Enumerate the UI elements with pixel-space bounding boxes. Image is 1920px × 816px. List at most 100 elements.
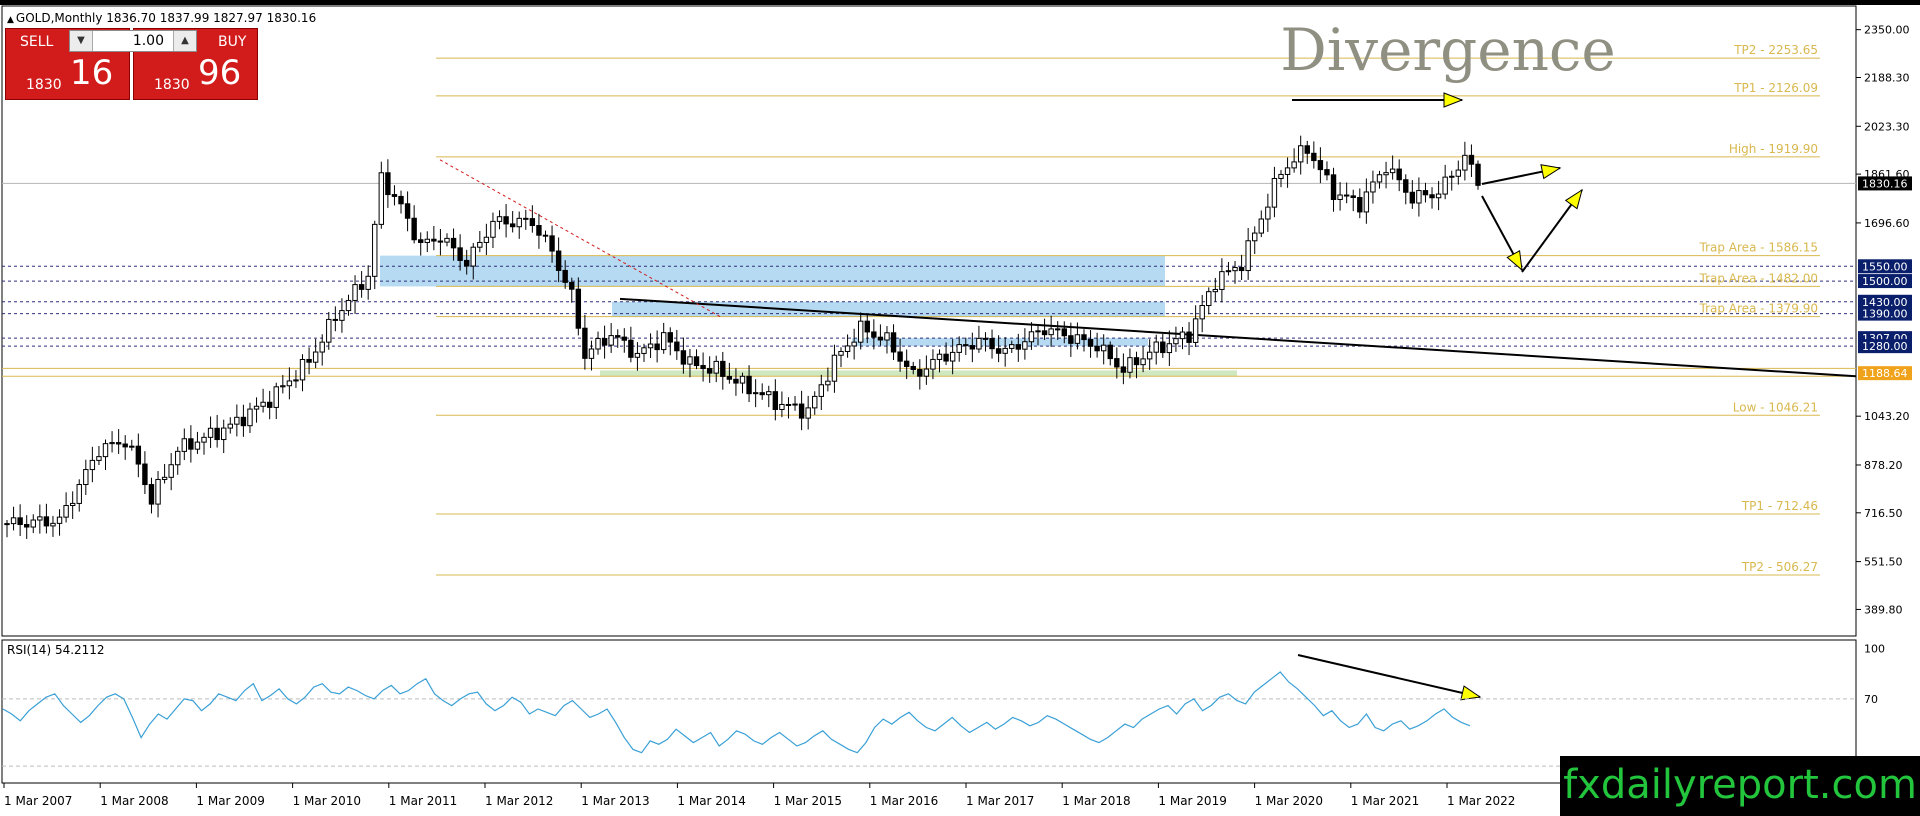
candle-bear	[1107, 344, 1113, 360]
candle-bear	[503, 216, 509, 225]
fib-level-label: TP2 - 2253.65	[1733, 43, 1818, 57]
candle-bear	[542, 234, 549, 237]
dashed-level-tag	[1858, 306, 1912, 321]
candle-bull	[1258, 218, 1264, 234]
candle-bull	[253, 405, 260, 410]
rsi-divergence-arrow	[1297, 654, 1481, 698]
buy-button[interactable]: BUY 1830 96	[133, 28, 258, 100]
candle-bull	[634, 352, 641, 358]
candle-bull	[1383, 172, 1389, 176]
candle-bull	[1455, 169, 1461, 177]
candle-bear	[555, 250, 562, 271]
candle-bull	[470, 246, 476, 267]
candle-bear	[910, 365, 916, 371]
candle-bull	[1212, 288, 1219, 293]
candle-bear	[720, 360, 726, 377]
dashed-level-tag	[1858, 294, 1912, 309]
candle-bull	[69, 502, 76, 507]
candle-bear	[601, 338, 608, 346]
current-price-tag	[1858, 176, 1912, 191]
candle-bull	[175, 450, 181, 466]
candle-bear	[266, 401, 273, 408]
time-tick-label: 1 Mar 2014	[677, 794, 745, 808]
candle-bull	[779, 403, 785, 410]
rsi-divergence-arrow-head-icon	[1460, 685, 1482, 701]
candle-bull	[1219, 271, 1225, 290]
candle-bull	[752, 392, 759, 395]
support-price-tag-label: 1188.64	[1862, 367, 1908, 380]
candle-bull	[687, 356, 693, 365]
candle-bull	[1370, 181, 1376, 193]
candle-bull	[1146, 351, 1153, 360]
candle-bull	[1153, 341, 1159, 353]
fib-level-label: Trap Area - 1586.15	[1699, 241, 1818, 255]
candle-bull	[372, 223, 378, 277]
fib-level-label: TP1 - 2126.09	[1733, 81, 1818, 95]
candle-bull	[1140, 358, 1146, 366]
sell-button[interactable]: SELL 1830 16	[5, 28, 130, 100]
candle-bear	[667, 332, 673, 343]
candle-bull	[345, 299, 352, 312]
trend-layer	[439, 159, 1857, 378]
candle-bear	[1422, 190, 1429, 196]
candle-bull	[831, 354, 838, 382]
dashed-level-tag	[1858, 339, 1912, 354]
candle-bull	[1035, 330, 1041, 333]
lot-increase-icon[interactable]: ▲	[173, 31, 196, 51]
candle-bear	[1357, 197, 1363, 213]
time-tick-label: 1 Mar 2018	[1062, 794, 1130, 808]
candle-bear	[615, 335, 621, 338]
time-tick-label: 1 Mar 2007	[4, 794, 72, 808]
candle-bull	[647, 343, 654, 349]
candle-bull	[234, 416, 240, 425]
candle-bear	[706, 368, 713, 374]
candle-bear	[989, 338, 995, 350]
candle-bull	[1100, 344, 1107, 352]
candle-bull	[109, 442, 115, 445]
lot-size-input[interactable]	[94, 31, 172, 51]
candle-bear	[1094, 345, 1100, 352]
candle-bear	[1330, 174, 1337, 200]
one-click-trading-panel: SELL 1830 16 BUY 1830 96 ▼ ▲	[5, 28, 258, 102]
supply-zone-middle	[612, 301, 1165, 317]
candle-bull	[766, 391, 772, 396]
candle-bull	[37, 516, 43, 521]
candle-bear	[726, 375, 733, 380]
candle-bull	[1009, 344, 1015, 349]
candle-bear	[982, 337, 989, 340]
candle-bull	[1337, 194, 1343, 200]
lot-decrease-icon[interactable]: ▼	[70, 31, 93, 51]
dashed-level-tag-label: 1430.00	[1862, 296, 1908, 309]
candle-bull	[496, 216, 503, 222]
chart-title: ▲ GOLD,Monthly 1836.70 1837.99 1827.97 18…	[7, 11, 316, 25]
candle-bear	[1468, 154, 1475, 165]
candle-bull	[1376, 174, 1383, 183]
candle-bear	[785, 403, 792, 406]
candle-bull	[1297, 145, 1304, 163]
supply-zone-lower	[852, 338, 1148, 347]
candle-bull	[1252, 232, 1258, 242]
time-tick-label: 1 Mar 2011	[389, 794, 457, 808]
candle-bull	[818, 384, 825, 397]
fib-level-label: High - 1919.90	[1729, 142, 1818, 156]
candle-bear	[700, 365, 706, 370]
candle-bull	[1166, 343, 1173, 354]
rsi-panel: 1007030RSI(14) 54.2112	[2, 642, 1885, 773]
time-tick-label: 1 Mar 2009	[196, 794, 264, 808]
candle-bear	[575, 288, 582, 329]
candle-bull	[299, 358, 306, 381]
candle-bear	[148, 484, 155, 505]
candle-bear	[1068, 335, 1074, 344]
candle-bear	[943, 353, 949, 362]
candle-bear	[903, 360, 910, 367]
rsi-plot-frame	[1, 639, 1857, 784]
candle-bear	[240, 416, 247, 427]
candle-bear	[917, 369, 923, 377]
candle-bear	[1061, 328, 1067, 337]
dashed-level-tag	[1858, 259, 1912, 274]
candle-bull	[1002, 347, 1008, 354]
candle-bull	[1265, 206, 1271, 220]
candle-bull	[56, 516, 63, 524]
candle-bear	[437, 240, 444, 243]
